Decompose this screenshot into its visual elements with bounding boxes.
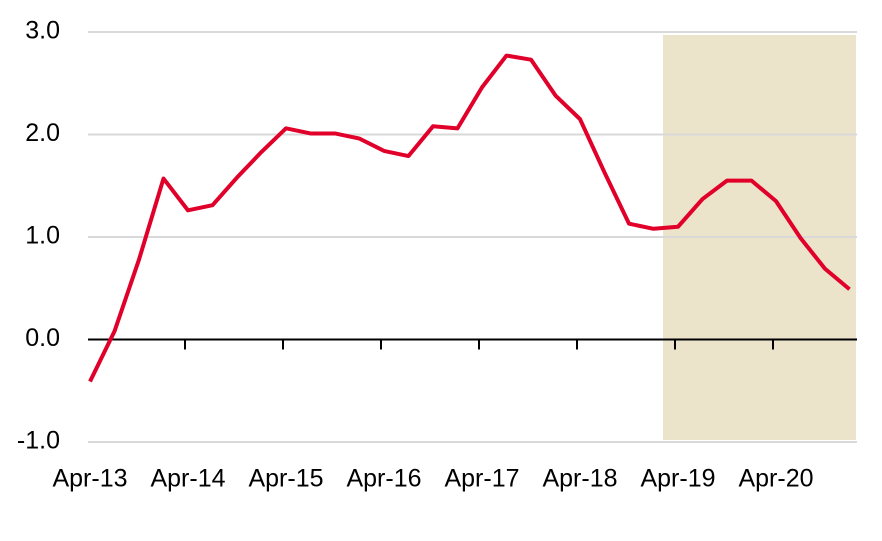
y-tick-label: 0.0	[25, 324, 60, 352]
line	[88, 53, 851, 383]
x-tick-label: Apr-13	[52, 465, 127, 493]
y-tick-label: 2.0	[25, 119, 60, 147]
x-tick-label: Apr-15	[248, 465, 323, 493]
x-tick-label: Apr-14	[150, 465, 225, 493]
x-tick-label: Apr-17	[444, 465, 519, 493]
x-tick-label: Apr-18	[542, 465, 617, 493]
x-tick-label: Apr-16	[346, 465, 421, 493]
y-tick-label: -1.0	[17, 427, 60, 455]
y-tick-label: 1.0	[25, 222, 60, 250]
x-tick-label: Apr-19	[640, 465, 715, 493]
x-tick-label: Apr-20	[738, 465, 813, 493]
y-tick-label: 3.0	[25, 17, 60, 45]
